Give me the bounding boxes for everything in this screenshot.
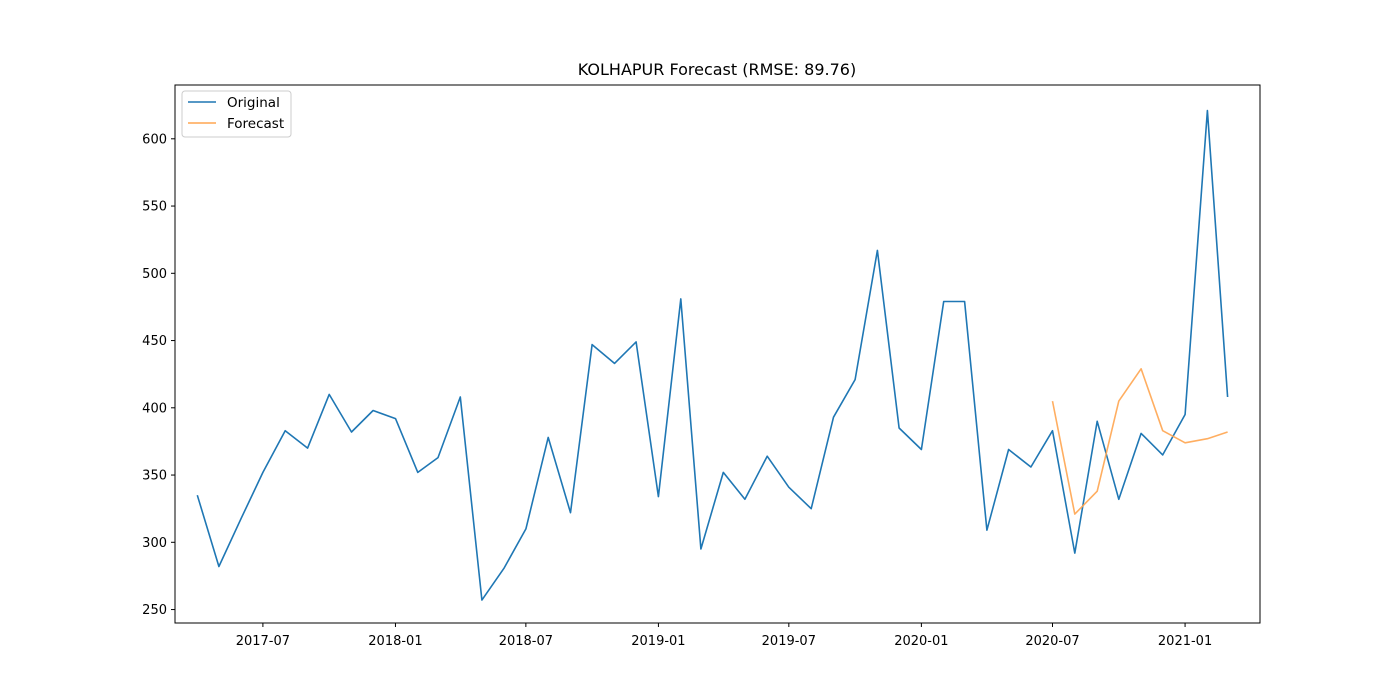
x-tick-label: 2018-01 [368,634,422,649]
axes-frame [174,84,1261,624]
series-line-forecast [1051,367,1228,515]
y-tick-label: 300 [142,536,167,551]
y-tick-label: 500 [142,267,167,282]
plot-area: 2017-07 2018-01 2018-07 2019-01 2019-07 2020-… [142,84,1261,649]
x-tick-label: 2019-07 [762,634,816,649]
x-tick-label: 2020-07 [1025,634,1079,649]
y-tick-label: 450 [142,334,167,349]
legend: Original Forecast [181,90,292,138]
y-tick-label: 600 [142,132,167,147]
x-tick-label: 2017-07 [236,634,290,649]
legend-label-original: Original [227,95,280,111]
x-tick-label: 2018-07 [499,634,553,649]
x-tick-label: 2019-01 [631,634,685,649]
y-tick-label: 250 [142,603,167,618]
x-tick-label: 2021-01 [1158,634,1212,649]
y-tick-label: 550 [142,200,167,215]
chart-title: KOLHAPUR Forecast (RMSE: 89.76) [578,60,856,79]
y-tick-label: 400 [142,401,167,416]
legend-label-forecast: Forecast [227,116,284,132]
x-tick-label: 2020-01 [894,634,948,649]
series-line-original [196,109,1229,601]
y-tick-label: 350 [142,469,167,484]
